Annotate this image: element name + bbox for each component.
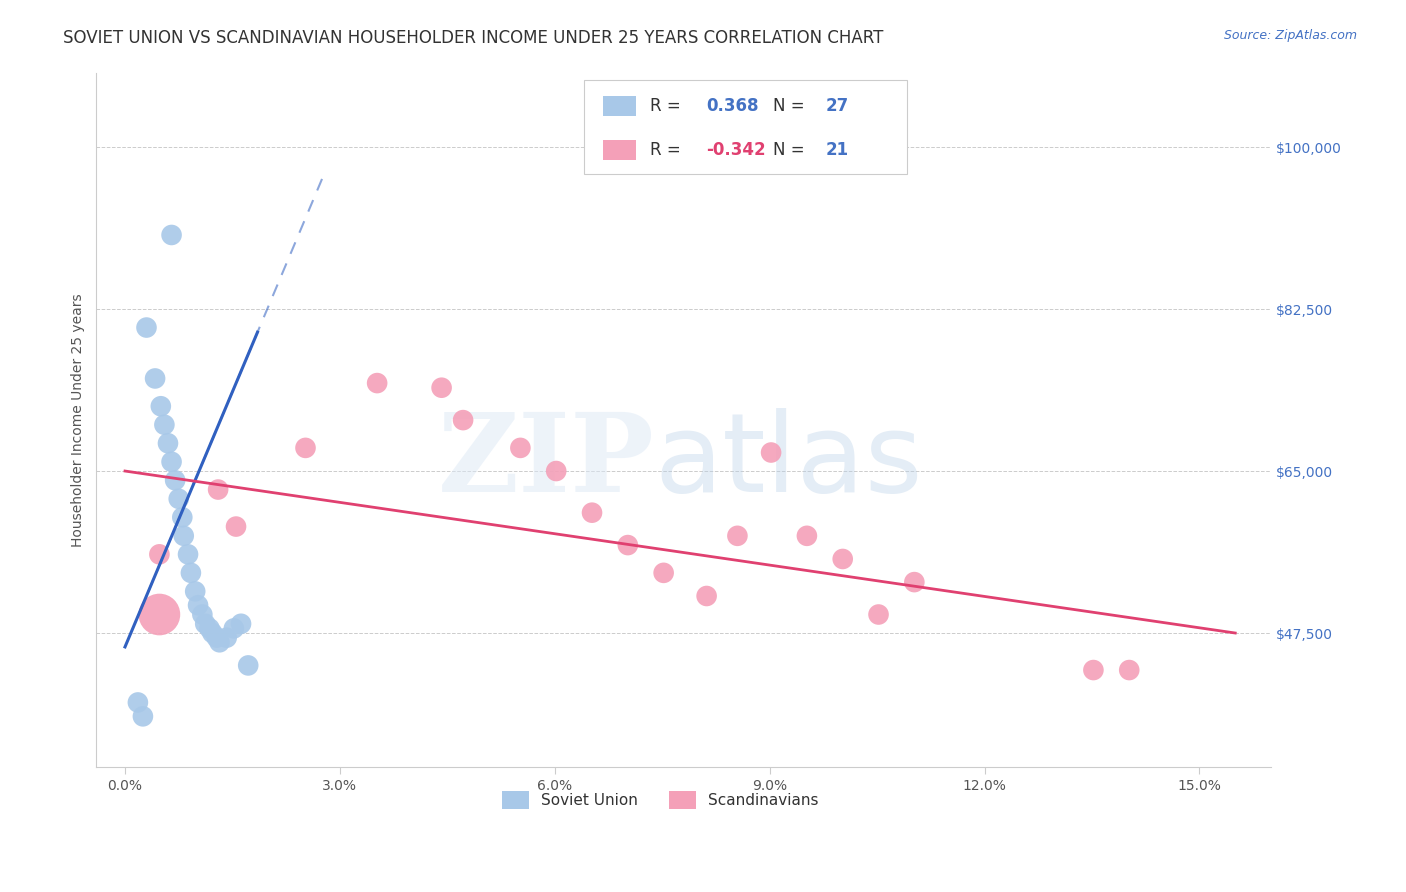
- Y-axis label: Householder Income Under 25 years: Householder Income Under 25 years: [72, 293, 86, 547]
- Point: [1118, 663, 1140, 677]
- Point: [135, 320, 157, 334]
- Point: [831, 552, 853, 566]
- Text: 0.368: 0.368: [706, 97, 758, 115]
- Point: [430, 381, 453, 395]
- Text: 21: 21: [825, 141, 849, 159]
- Legend: Soviet Union, Scandinavians: Soviet Union, Scandinavians: [495, 785, 825, 815]
- Text: Source: ZipAtlas.com: Source: ZipAtlas.com: [1223, 29, 1357, 43]
- Point: [198, 621, 221, 635]
- Point: [207, 483, 229, 497]
- Text: SOVIET UNION VS SCANDINAVIAN HOUSEHOLDER INCOME UNDER 25 YEARS CORRELATION CHART: SOVIET UNION VS SCANDINAVIAN HOUSEHOLDER…: [63, 29, 883, 47]
- Point: [165, 473, 187, 487]
- Point: [208, 635, 231, 649]
- Point: [238, 658, 260, 673]
- Point: [177, 547, 200, 561]
- Point: [546, 464, 568, 478]
- Point: [759, 445, 782, 459]
- Point: [205, 631, 228, 645]
- Bar: [603, 141, 636, 160]
- Point: [153, 417, 176, 432]
- Bar: [603, 96, 636, 116]
- Point: [149, 399, 172, 413]
- Point: [160, 227, 183, 242]
- Point: [148, 607, 170, 622]
- Point: [191, 607, 214, 622]
- Point: [215, 631, 238, 645]
- Point: [451, 413, 474, 427]
- Point: [509, 441, 531, 455]
- Text: N =: N =: [773, 141, 810, 159]
- Point: [617, 538, 640, 552]
- Point: [652, 566, 675, 580]
- Point: [229, 616, 252, 631]
- Point: [222, 621, 245, 635]
- Point: [184, 584, 207, 599]
- Text: R =: R =: [650, 141, 686, 159]
- Point: [194, 616, 217, 631]
- Point: [156, 436, 179, 450]
- Point: [796, 529, 818, 543]
- Point: [225, 519, 247, 533]
- Point: [868, 607, 890, 622]
- Point: [143, 371, 166, 385]
- Point: [172, 510, 194, 524]
- Point: [180, 566, 202, 580]
- Point: [581, 506, 603, 520]
- Point: [366, 376, 388, 390]
- Point: [696, 589, 718, 603]
- Point: [160, 455, 183, 469]
- Text: 27: 27: [825, 97, 849, 115]
- Point: [1083, 663, 1105, 677]
- Text: R =: R =: [650, 97, 686, 115]
- Point: [903, 575, 925, 590]
- Point: [201, 626, 224, 640]
- Point: [294, 441, 316, 455]
- Point: [132, 709, 155, 723]
- Point: [187, 599, 209, 613]
- Point: [167, 491, 190, 506]
- Text: ZIP: ZIP: [437, 409, 654, 516]
- Point: [173, 529, 195, 543]
- Point: [148, 547, 170, 561]
- FancyBboxPatch shape: [583, 80, 907, 174]
- Point: [725, 529, 748, 543]
- Point: [127, 696, 149, 710]
- Text: atlas: atlas: [654, 409, 922, 516]
- Text: -0.342: -0.342: [706, 141, 766, 159]
- Text: N =: N =: [773, 97, 810, 115]
